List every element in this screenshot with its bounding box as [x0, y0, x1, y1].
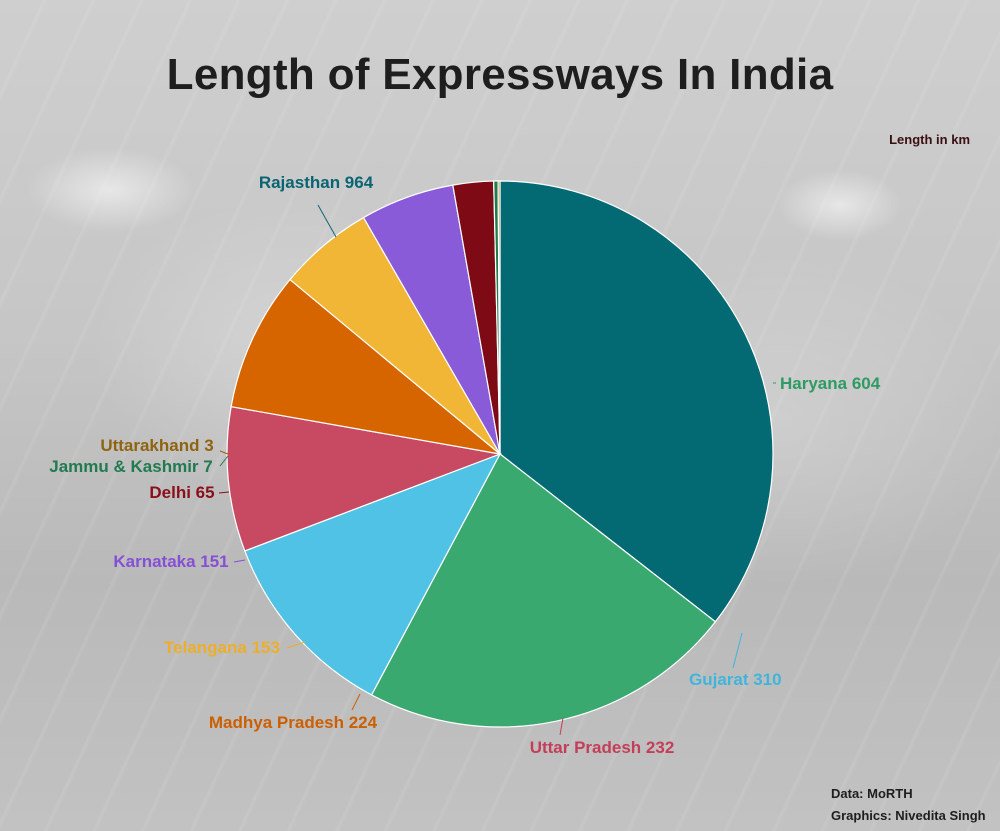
slice-label-gujarat: Gujarat 310	[689, 670, 782, 689]
leader-line-delhi	[218, 491, 230, 494]
slice-label-delhi: Delhi 65	[149, 483, 214, 502]
pie-slice-gujarat	[244, 452, 502, 696]
slice-label-jammu-kashmir: Jammu & Kashmir 7	[49, 457, 212, 476]
unit-note: Length in km	[889, 132, 970, 147]
slice-label-rajasthan: Rajasthan 964	[259, 173, 374, 192]
pie-slice-uttar-pradesh	[226, 405, 503, 552]
leader-line-uttar-pradesh	[559, 717, 564, 736]
pie-slice-uttarakhand	[497, 180, 501, 455]
slice-label-haryana: Haryana 604	[780, 374, 881, 393]
chart-title: Length of Expressways In India	[166, 50, 834, 99]
pie-slice-rajasthan	[499, 180, 774, 623]
leader-line-madhya-pradesh	[351, 693, 361, 711]
leader-line-uttarakhand	[219, 450, 229, 455]
leader-line-gujarat	[732, 632, 743, 669]
slice-label-uttar-pradesh: Uttar Pradesh 232	[530, 738, 675, 757]
slice-label-telangana: Telangana 153	[164, 638, 280, 657]
slice-label-madhya-pradesh: Madhya Pradesh 224	[209, 713, 378, 732]
credits: Data: MoRTH Graphics: Nivedita Singh	[831, 783, 986, 827]
leader-line-telangana	[286, 641, 306, 649]
slice-label-uttarakhand: Uttarakhand 3	[100, 436, 213, 455]
pie-slice-madhya-pradesh	[230, 278, 503, 455]
slice-label-karnataka: Karnataka 151	[113, 552, 228, 571]
leader-line-jammu-kashmir	[219, 455, 229, 467]
data-source: Data: MoRTH	[831, 786, 913, 801]
leader-line-rajasthan	[317, 204, 337, 238]
leader-line-karnataka	[233, 559, 246, 563]
graphics-credit: Graphics: Nivedita Singh	[831, 808, 986, 823]
pie-slice-haryana	[370, 453, 717, 728]
